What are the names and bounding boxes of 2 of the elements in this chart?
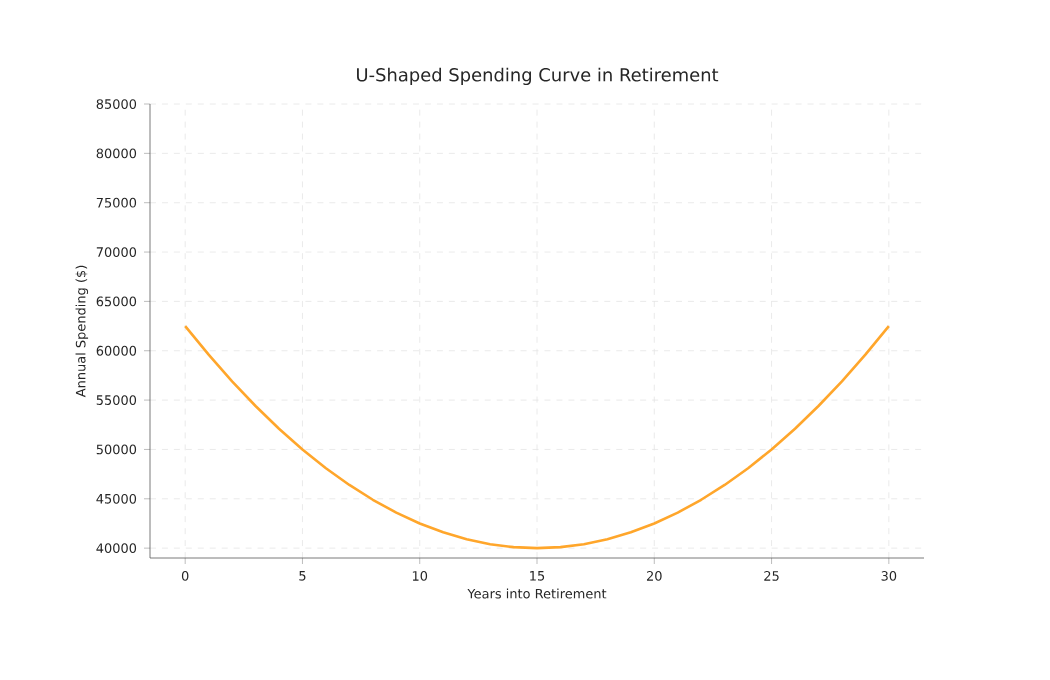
chart-title: U-Shaped Spending Curve in Retirement bbox=[357, 67, 719, 85]
line-series bbox=[183, 324, 891, 550]
